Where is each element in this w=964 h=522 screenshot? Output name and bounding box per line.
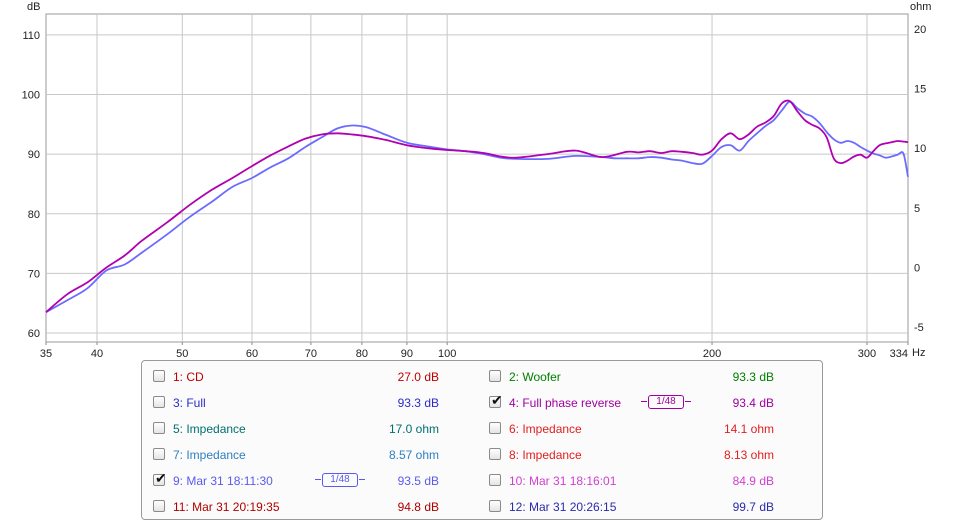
legend-checkbox[interactable] [489,422,501,434]
y-tick-label: 110 [22,30,40,42]
frequency-response-chart: 35 40 50 60 70 80 90 100 200 300 334 6070809010011… [22,1,932,360]
series-lines [45,99,909,313]
x-tick-label: 50 [176,348,188,360]
legend-item-value: 93.3 dB [732,370,774,384]
x-tick-labels: 35 40 50 60 70 80 90 100 200 300 334 [40,342,909,360]
legend-item-value: 93.4 dB [732,396,774,410]
legend-item: 2: Woofer 93.3 dB [489,367,774,387]
legend-item-value: 93.5 dB [397,474,439,488]
y-tick-label: 90 [28,149,40,161]
legend-item-value: 99.7 dB [732,500,774,514]
y2-tick-label: 20 [914,24,926,36]
plot-background [45,13,909,343]
legend-item-label: 8: Impedance [509,448,582,462]
checkmark-icon: ✔ [155,470,167,486]
x-tick-label: 40 [91,348,103,360]
legend-item-value: 84.9 dB [732,474,774,488]
y-tick-label: 80 [28,209,40,221]
y2-tick-label: -5 [914,322,924,334]
legend-item-value: 27.0 dB [397,370,439,384]
x-axis-unit: Hz [912,347,925,359]
y2-tick-label: 15 [914,84,926,96]
x-tick-label: 60 [246,348,258,360]
legend-item: ✔ 9: Mar 31 18:11:30 1/48 93.5 dB [153,470,439,491]
legend-checkbox[interactable]: ✔ [153,470,167,486]
x-tick-label: 334 [890,348,908,360]
legend-item-label: 9: Mar 31 18:11:30 [173,474,273,488]
legend-checkbox[interactable] [489,448,501,460]
y-tick-label: 100 [22,90,40,102]
y2-tick-labels: -5 0 5 10 15 20 [914,24,926,334]
x-tick-label: 200 [703,348,721,360]
legend-checkbox[interactable] [153,448,165,460]
legend-item-label: 6: Impedance [509,422,582,436]
legend-item: 3: Full 93.3 dB [153,393,439,413]
x-tick-label: 100 [438,348,456,360]
smoothing-badge[interactable]: 1/48 [315,473,365,487]
y-axis-label: dB [27,1,40,13]
checkmark-icon: ✔ [491,392,503,408]
legend-item-label: 12: Mar 31 20:26:15 [509,500,617,514]
series-line [45,100,909,313]
y-tick-label: 70 [28,268,40,280]
y-tick-labels: 60 70 80 90 100 110 [22,30,40,340]
legend-item-label: 11: Mar 31 20:19:35 [173,500,280,514]
legend-checkbox[interactable] [489,500,501,512]
smoothing-badge[interactable]: 1/48 [641,395,691,409]
legend-item: 10: Mar 31 18:16:01 84.9 dB [489,471,774,491]
legend-checkbox[interactable] [153,396,165,408]
legend-item: ✔ 4: Full phase reverse 1/48 93.4 dB [489,392,774,413]
y-tick-label: 60 [28,328,40,340]
legend-item: 11: Mar 31 20:19:35 94.8 dB [153,497,439,517]
legend-item-label: 10: Mar 31 18:16:01 [509,474,617,488]
series-line [45,99,909,313]
legend-item: 8: Impedance 8.13 ohm [489,445,774,465]
legend-item: 7: Impedance 8.57 ohm [153,445,439,465]
legend-item-value: 14.1 ohm [723,422,774,436]
y2-axis-label: ohm [910,1,931,13]
measurement-legend: 1: CD 27.0 dB 2: Woofer 93.3 dB 3: Full 93.3 … [141,360,823,520]
legend-item-label: 1: CD [173,370,204,384]
legend-item-label: 5: Impedance [173,422,246,436]
x-tick-label: 90 [401,348,413,360]
legend-item: 12: Mar 31 20:26:15 99.7 dB [489,497,774,517]
legend-item-value: 93.3 dB [397,396,439,410]
legend-checkbox[interactable]: ✔ [489,392,503,408]
legend-item-value: 17.0 ohm [388,422,439,436]
legend-item-label: 7: Impedance [173,448,246,462]
legend-item: 6: Impedance 14.1 ohm [489,419,774,439]
legend-checkbox[interactable] [153,370,165,382]
legend-checkbox[interactable] [153,422,165,434]
x-tick-label: 80 [356,348,368,360]
legend-checkbox[interactable] [489,474,501,486]
legend-item-value: 94.8 dB [397,500,439,514]
legend-item-label: 4: Full phase reverse [509,396,622,410]
grid-lines [46,14,908,342]
legend-item: 1: CD 27.0 dB [153,367,439,387]
legend-item-value: 8.13 ohm [723,448,774,462]
x-tick-label: 70 [305,348,317,360]
x-tick-label: 35 [40,348,52,360]
legend-item: 5: Impedance 17.0 ohm [153,419,439,439]
y2-tick-label: 10 [914,143,926,155]
legend-checkbox[interactable] [489,370,501,382]
legend-checkbox[interactable] [153,500,165,512]
x-tick-label: 300 [858,348,876,360]
y2-tick-label: 0 [914,262,920,274]
legend-item-label: 2: Woofer [509,370,561,384]
legend-item-value: 8.57 ohm [388,448,439,462]
y2-tick-label: 5 [914,203,920,215]
legend-item-label: 3: Full [173,396,206,410]
